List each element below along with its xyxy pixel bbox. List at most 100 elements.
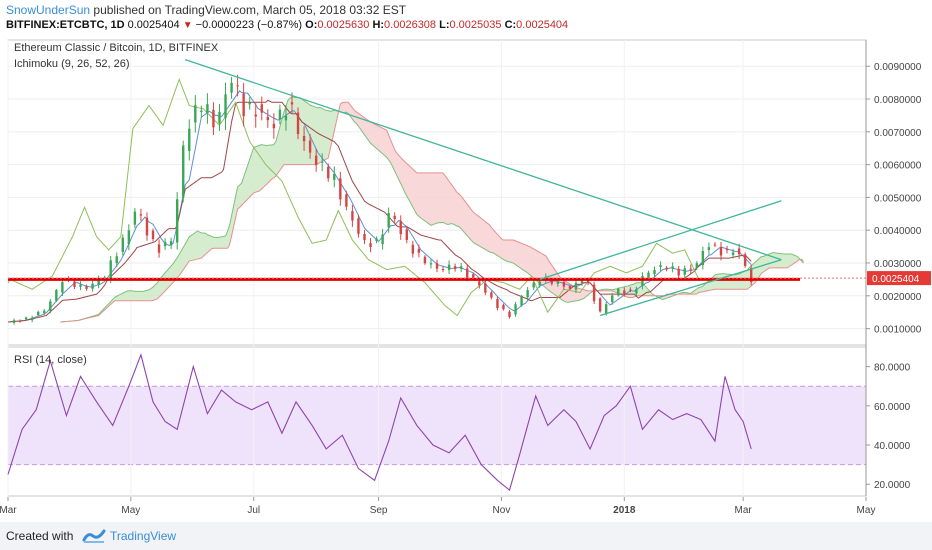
candle-down <box>266 116 270 121</box>
high-value: 0.0026308 <box>384 19 437 31</box>
candle-down <box>478 281 481 286</box>
candle-up <box>24 317 28 320</box>
candle-up <box>574 282 578 290</box>
current-price-label: 0.0025404 <box>872 274 920 285</box>
candle-up <box>375 238 378 242</box>
candle-up <box>175 199 179 243</box>
candle-up <box>188 128 191 152</box>
channel-upper-line <box>539 200 782 281</box>
candle-up <box>200 110 203 112</box>
time-tick-label: May <box>121 505 140 516</box>
tradingview-logo-icon <box>82 529 106 543</box>
candle-up <box>538 281 541 286</box>
candle-down <box>441 269 445 271</box>
candle-down <box>272 123 276 129</box>
candle-down <box>327 166 330 179</box>
candle-down <box>719 246 723 256</box>
open-value: 0.0025630 <box>317 19 370 31</box>
candle-up <box>333 173 336 180</box>
price-tick-label: 0.0090000 <box>874 62 922 73</box>
candle-down <box>586 279 590 283</box>
candle-down <box>212 109 215 128</box>
open-label: O: <box>305 19 318 31</box>
price-chart[interactable]: 0.0010000 0.0020000 0.0030000 0.0040000 0.00… <box>0 33 932 522</box>
candle-up <box>526 290 529 298</box>
candle-up <box>381 234 384 245</box>
candle-up <box>514 304 517 315</box>
candle-up <box>520 295 523 306</box>
candle-up <box>532 282 535 288</box>
candle-down <box>339 178 342 200</box>
candle-up <box>194 105 197 123</box>
candle-down <box>496 299 499 308</box>
rsi-band <box>8 386 866 465</box>
candle-up <box>109 260 112 279</box>
candle-down <box>568 286 572 289</box>
candle-down <box>749 268 753 283</box>
time-tick-label: Mar <box>735 505 753 516</box>
price-tick-label: 0.0030000 <box>874 259 922 270</box>
candle-up <box>617 288 620 296</box>
candle-down <box>623 290 626 294</box>
candle-down <box>453 266 457 270</box>
candle-down <box>562 281 566 287</box>
channel-lower-line <box>599 259 782 317</box>
candle-down <box>157 244 161 253</box>
time-tick-label: Sep <box>370 505 388 516</box>
tradingview-brand-link[interactable]: TradingView <box>110 529 177 543</box>
candle-down <box>345 194 348 207</box>
low-label: L: <box>439 19 450 31</box>
rsi-line <box>7 353 752 492</box>
senkou-span-a <box>60 96 804 323</box>
ichimoku-label[interactable]: Ichimoku (9, 26, 52, 26) <box>14 58 130 70</box>
candle-up <box>731 252 735 255</box>
price-tick-label: 0.0040000 <box>874 226 922 237</box>
high-label: H: <box>372 19 385 31</box>
rsi-tick-label: 40.0000 <box>874 441 911 452</box>
candle-down <box>254 114 257 117</box>
candle-down <box>145 217 149 236</box>
candle-up <box>37 311 40 316</box>
candle-down <box>357 218 360 234</box>
candle-down <box>466 268 469 278</box>
low-value: 0.0025035 <box>449 19 502 31</box>
candle-down <box>435 263 439 269</box>
time-tick-label: 2018 <box>613 505 636 516</box>
candle-up <box>556 281 560 284</box>
candle-up <box>659 265 662 268</box>
candle-up <box>133 211 137 225</box>
candle-down <box>393 215 396 220</box>
candle-up <box>429 263 433 265</box>
candle-up <box>284 115 288 121</box>
price-tick-label: 0.0080000 <box>874 95 922 106</box>
created-with-text: Created with <box>6 529 74 543</box>
candle-up <box>695 263 699 268</box>
candle-down <box>260 104 263 113</box>
published-text: published on TradingView.com, March 05, … <box>93 3 407 17</box>
candle-up <box>278 109 282 120</box>
candle-down <box>363 234 366 241</box>
candle-up <box>611 295 614 302</box>
rsi-label[interactable]: RSI (14, close) <box>14 354 87 366</box>
candle-down <box>369 243 372 248</box>
candle-down <box>629 289 632 291</box>
author-link[interactable]: SnowUnderSun <box>6 3 91 17</box>
candle-down <box>417 249 421 253</box>
rsi-tick-label: 80.0000 <box>874 363 911 374</box>
candle-down <box>399 221 402 235</box>
price-change: −0.0000223 (−0.87%) <box>195 19 303 31</box>
candle-down <box>598 298 602 312</box>
candle-down <box>737 248 741 255</box>
time-tick-label: Jul <box>247 505 260 516</box>
candle-down <box>236 85 239 87</box>
candle-up <box>447 264 451 270</box>
cloud-bear <box>656 293 679 300</box>
candle-up <box>49 301 52 311</box>
tenkan-line <box>7 90 752 323</box>
kijun-line <box>7 99 752 323</box>
candle-down <box>308 140 312 153</box>
candle-down <box>405 229 408 240</box>
candle-down <box>484 283 487 293</box>
candle-up <box>30 317 34 321</box>
candle-down <box>490 292 493 298</box>
